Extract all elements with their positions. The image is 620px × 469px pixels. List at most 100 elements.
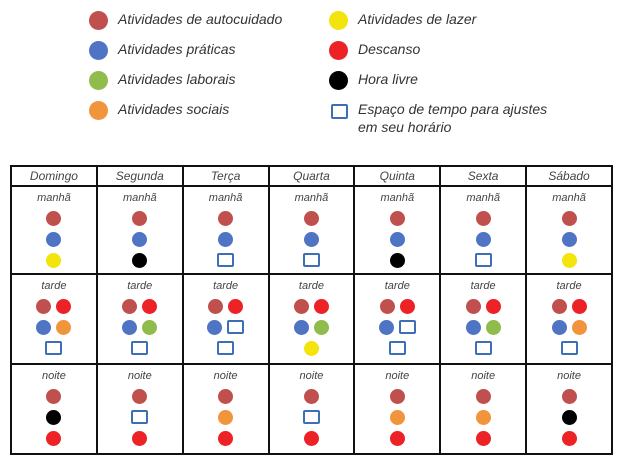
icon-row: [561, 231, 577, 247]
period-label: manhã: [380, 192, 415, 204]
icon-row: [293, 298, 329, 314]
icon-row: [389, 252, 405, 268]
schedule-cell: noite: [10, 363, 98, 455]
day-header-row: Domingo Segunda Terça Quarta Quinta Sexta Sába…: [10, 165, 613, 187]
period-label: manhã: [294, 192, 329, 204]
descanso-dot-icon: [329, 41, 348, 60]
icon-row: [303, 231, 319, 247]
hora-livre-dot-icon: [389, 252, 405, 268]
period-label: manhã: [37, 192, 71, 204]
schedule-cell: tarde: [181, 273, 270, 365]
laborais-dot-icon: [485, 319, 501, 335]
ajuste-square-icon: [474, 253, 492, 267]
icon-row: [378, 319, 416, 335]
activity-icons: [98, 298, 182, 361]
icon-row: [46, 210, 62, 226]
schedule-cell: tarde: [353, 273, 442, 365]
descanso-dot-icon: [56, 298, 72, 314]
laborais-dot-icon: [313, 319, 329, 335]
icon-row: [46, 430, 62, 446]
day-header: Segunda: [95, 165, 184, 187]
legend-label: Atividades de lazer: [358, 11, 477, 27]
day-header: Sexta: [439, 165, 528, 187]
icon-row: [302, 252, 320, 268]
descanso-dot-icon: [228, 298, 244, 314]
day-header: Quinta: [353, 165, 442, 187]
legend-label: Atividades laborais: [118, 71, 236, 87]
day-header: Terça: [181, 165, 270, 187]
ajuste-square-icon: [560, 341, 578, 355]
autocuidado-dot-icon: [218, 210, 234, 226]
autocuidado-dot-icon: [36, 298, 52, 314]
activity-icons: [441, 298, 525, 361]
icon-row: [132, 231, 148, 247]
activity-icons: [527, 388, 611, 451]
autocuidado-dot-icon: [379, 298, 395, 314]
icon-row: [217, 252, 235, 268]
autocuidado-dot-icon: [89, 11, 108, 30]
icon-row: [36, 319, 72, 335]
legend-label: Atividades práticas: [118, 41, 236, 57]
day-header: Quarta: [267, 165, 356, 187]
period-label: tarde: [213, 280, 239, 292]
ajuste-square-icon: [398, 320, 416, 334]
period-row: tarde tarde tarde tarde tarde tarde tarde: [10, 273, 613, 365]
icon-row: [389, 231, 405, 247]
icon-row: [475, 388, 491, 404]
icon-row: [122, 298, 158, 314]
schedule-cell: tarde: [95, 273, 184, 365]
icon-row: [217, 340, 235, 356]
icon-row: [389, 409, 405, 425]
ajuste-square-icon: [131, 341, 149, 355]
icon-row: [465, 319, 501, 335]
activity-icons: [270, 388, 354, 451]
descanso-dot-icon: [313, 298, 329, 314]
period-label: tarde: [556, 280, 582, 292]
schedule-cell: manhã: [95, 185, 184, 275]
icon-row: [218, 388, 234, 404]
icon-row: [218, 210, 234, 226]
praticas-dot-icon: [293, 319, 309, 335]
period-label: manhã: [208, 192, 243, 204]
schedule-cell: tarde: [267, 273, 356, 365]
legend-item-sociais: Atividades sociais: [89, 100, 229, 120]
autocuidado-dot-icon: [475, 210, 491, 226]
period-label: tarde: [127, 280, 153, 292]
praticas-dot-icon: [465, 319, 481, 335]
activity-icons: [270, 298, 354, 361]
icon-row: [208, 298, 244, 314]
descanso-dot-icon: [303, 430, 319, 446]
hora-livre-dot-icon: [329, 71, 348, 90]
schedule-cell: noite: [95, 363, 184, 455]
ajuste-square-icon: [45, 341, 63, 355]
praticas-dot-icon: [303, 231, 319, 247]
icon-row: [561, 409, 577, 425]
activity-icons: [184, 388, 268, 451]
icon-row: [302, 409, 320, 425]
icon-row: [122, 319, 158, 335]
descanso-dot-icon: [475, 430, 491, 446]
autocuidado-dot-icon: [122, 298, 138, 314]
legend-label: Hora livre: [358, 71, 418, 87]
ajuste-square-icon: [217, 253, 235, 267]
icon-row: [561, 430, 577, 446]
schedule-cell: noite: [439, 363, 528, 455]
schedule-cell: manhã: [181, 185, 270, 275]
legend-item-laborais: Atividades laborais: [89, 70, 236, 90]
icon-row: [293, 319, 329, 335]
activity-icons: [527, 210, 611, 273]
icon-row: [561, 252, 577, 268]
autocuidado-dot-icon: [475, 388, 491, 404]
period-label: manhã: [122, 192, 157, 204]
icon-row: [303, 388, 319, 404]
schedule-cell: manhã: [353, 185, 442, 275]
icon-row: [389, 388, 405, 404]
schedule-cell: manhã: [439, 185, 528, 275]
icon-row: [379, 298, 415, 314]
autocuidado-dot-icon: [561, 388, 577, 404]
sociais-dot-icon: [475, 409, 491, 425]
descanso-dot-icon: [485, 298, 501, 314]
icon-row: [474, 252, 492, 268]
autocuidado-dot-icon: [132, 388, 148, 404]
activity-icons: [12, 210, 96, 273]
